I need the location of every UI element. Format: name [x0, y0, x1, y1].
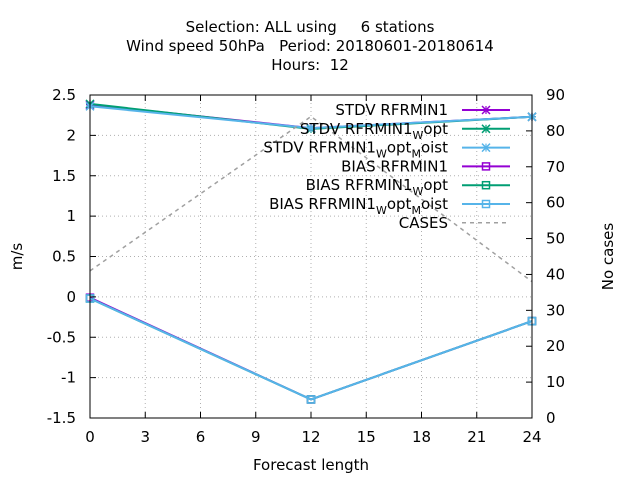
y-tick-label: -0.5	[47, 328, 76, 346]
title-line: Hours: 12	[271, 56, 349, 74]
x-axis-label: Forecast length	[253, 456, 369, 474]
series-line	[89, 296, 533, 401]
x-tick-label: 9	[251, 428, 261, 446]
grid	[90, 95, 532, 418]
y2-axis-label: No cases	[599, 223, 617, 291]
y-tick-label: 1.5	[52, 167, 76, 185]
y2-tick-label: 90	[546, 86, 565, 104]
legend-item: STDV RFRMIN1WoptMoist	[263, 139, 510, 161]
x-tick-label: 0	[85, 428, 95, 446]
y2-tick-label: 60	[546, 194, 565, 212]
y2-tick-label: 30	[546, 301, 565, 319]
legend-marker	[481, 105, 491, 115]
x-tick-label: 15	[357, 428, 376, 446]
series-layer	[85, 99, 537, 404]
y-tick-label: 2.5	[52, 86, 76, 104]
y2-tick-label: 10	[546, 373, 565, 391]
legend-label: BIAS RFRMIN1	[341, 157, 448, 175]
legend-marker	[481, 180, 491, 190]
legend-label: STDV RFRMIN1WoptMoist	[263, 139, 448, 161]
series-line	[89, 115, 533, 283]
legend-item: STDV RFRMIN1	[335, 101, 510, 119]
y2-tick-label: 0	[546, 409, 556, 427]
legend-item: BIAS RFRMIN1	[341, 157, 510, 175]
y2-tick-label: 40	[546, 265, 565, 283]
title-line: Wind speed 50hPa Period: 20180601-201806…	[126, 37, 494, 55]
x-tick-label: 6	[196, 428, 206, 446]
legend-marker	[481, 124, 491, 134]
series-6	[89, 115, 533, 283]
legend-item: STDV RFRMIN1Wopt	[300, 120, 510, 142]
series-line	[89, 297, 533, 401]
legend-label: BIAS RFRMIN1WoptMoist	[269, 195, 448, 217]
y-tick-label: 2	[66, 126, 76, 144]
y2-tick-label: 50	[546, 230, 565, 248]
legend-label: BIAS RFRMIN1Wopt	[306, 176, 448, 198]
data-point	[306, 123, 316, 133]
y-tick-label: 1	[66, 207, 76, 225]
series-3	[85, 293, 537, 404]
legend-item: BIAS RFRMIN1WoptMoist	[269, 195, 510, 217]
x-tick-label: 12	[301, 428, 320, 446]
title-line: Selection: ALL using 6 stations	[186, 18, 435, 36]
legend-marker	[481, 162, 491, 171]
legend-label: STDV RFRMIN1Wopt	[300, 120, 448, 142]
legend-marker	[481, 199, 491, 209]
axis-ticks: 0 3 6 9 12 15 18 21 24 -1.5 -1 -0.5 0 0.5 1 1.5 2 2.5 0 10 2…	[47, 86, 565, 446]
x-tick-label: 21	[467, 428, 486, 446]
x-tick-label: 18	[412, 428, 431, 446]
data-point	[306, 395, 316, 404]
y-tick-label: -1	[61, 369, 76, 387]
x-tick-label: 24	[522, 428, 541, 446]
y2-tick-label: 80	[546, 122, 565, 140]
legend-label: STDV RFRMIN1	[335, 101, 448, 119]
y2-tick-label: 70	[546, 158, 565, 176]
x-tick-label: 3	[140, 428, 150, 446]
y-tick-label: 0.5	[52, 248, 76, 266]
y-tick-label: 0	[66, 288, 76, 306]
legend-item: BIAS RFRMIN1Wopt	[306, 176, 510, 198]
y-axis-label: m/s	[8, 243, 26, 271]
legend-marker	[481, 143, 491, 153]
y2-tick-label: 20	[546, 337, 565, 355]
series-line	[89, 297, 533, 401]
y-tick-label: -1.5	[47, 409, 76, 427]
legend-label: CASES	[399, 214, 448, 232]
legend-item: CASES	[399, 214, 510, 232]
